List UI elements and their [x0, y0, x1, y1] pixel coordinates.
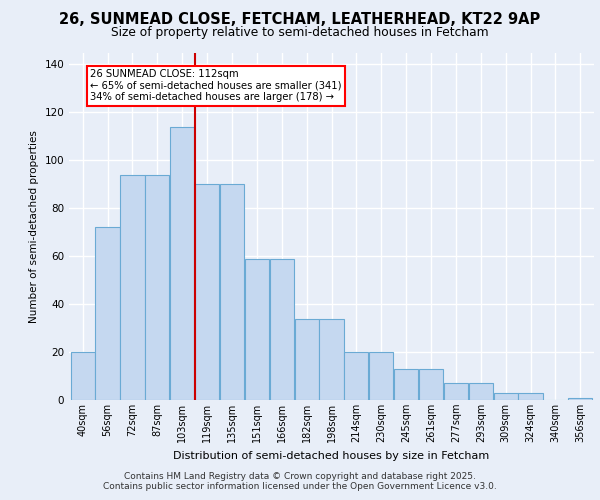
Bar — [444, 383, 468, 400]
Text: 26 SUNMEAD CLOSE: 112sqm
← 65% of semi-detached houses are smaller (341)
34% of : 26 SUNMEAD CLOSE: 112sqm ← 65% of semi-d… — [90, 70, 341, 102]
Bar — [245, 258, 269, 400]
Bar — [319, 318, 344, 400]
Bar — [568, 398, 592, 400]
Bar — [295, 318, 319, 400]
Bar — [494, 393, 518, 400]
Bar — [220, 184, 244, 400]
Bar — [419, 369, 443, 400]
Text: Contains HM Land Registry data © Crown copyright and database right 2025.
Contai: Contains HM Land Registry data © Crown c… — [103, 472, 497, 491]
Bar — [71, 352, 95, 400]
Bar — [95, 228, 119, 400]
Bar — [469, 383, 493, 400]
Text: 26, SUNMEAD CLOSE, FETCHAM, LEATHERHEAD, KT22 9AP: 26, SUNMEAD CLOSE, FETCHAM, LEATHERHEAD,… — [59, 12, 541, 28]
Text: Size of property relative to semi-detached houses in Fetcham: Size of property relative to semi-detach… — [111, 26, 489, 39]
Bar — [121, 174, 145, 400]
Bar — [269, 258, 294, 400]
Bar — [170, 127, 194, 400]
Bar — [195, 184, 219, 400]
Y-axis label: Number of semi-detached properties: Number of semi-detached properties — [29, 130, 39, 322]
X-axis label: Distribution of semi-detached houses by size in Fetcham: Distribution of semi-detached houses by … — [173, 450, 490, 460]
Bar — [344, 352, 368, 400]
Bar — [369, 352, 394, 400]
Bar — [145, 174, 169, 400]
Bar — [518, 393, 542, 400]
Bar — [394, 369, 418, 400]
